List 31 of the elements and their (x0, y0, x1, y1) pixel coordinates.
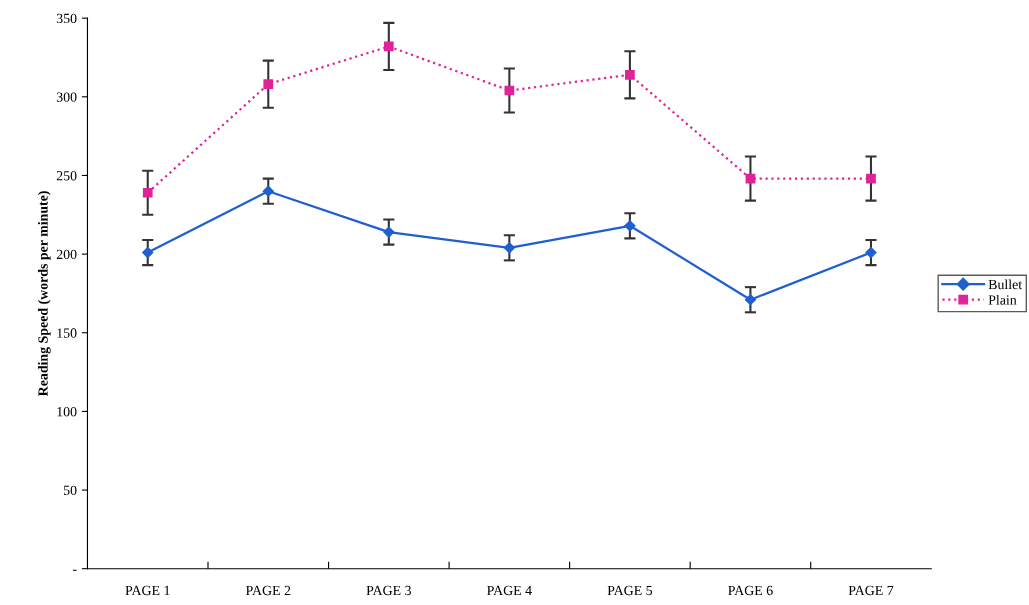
point (142, 187, 153, 198)
x-tick-label: PAGE 7 (848, 585, 894, 596)
point (383, 41, 394, 52)
y-tick-label: 200 (56, 249, 77, 260)
point (263, 79, 274, 90)
point (142, 246, 154, 259)
point (865, 246, 877, 259)
y-tick-label: 100 (57, 406, 77, 417)
point (262, 185, 274, 197)
point (383, 226, 395, 238)
y-tick-label: - (72, 569, 77, 571)
x-tick-label: PAGE 4 (487, 585, 532, 596)
x-tick-label: PAGE 2 (245, 585, 291, 596)
point (504, 85, 515, 96)
point (866, 173, 876, 184)
y-tick-label: 50 (63, 485, 77, 496)
point (624, 220, 636, 232)
y-tick-label: 300 (56, 92, 77, 102)
y-axis-title: Reading Speed (words per minute) (37, 191, 51, 397)
x-tick-label: PAGE 1 (125, 585, 170, 596)
legend-label: Plain (988, 294, 1017, 305)
x-tick-label: PAGE 6 (728, 585, 773, 596)
point (744, 294, 757, 306)
y-tick-label: 250 (56, 171, 77, 181)
point (625, 69, 635, 80)
y-tick-label: 350 (56, 13, 77, 24)
y-tick-label: 150 (57, 328, 77, 338)
x-tick-label: PAGE 5 (607, 585, 653, 596)
legend-label: Bullet (988, 279, 1023, 290)
x-tick-label: PAGE 3 (366, 585, 411, 596)
point (503, 242, 515, 254)
